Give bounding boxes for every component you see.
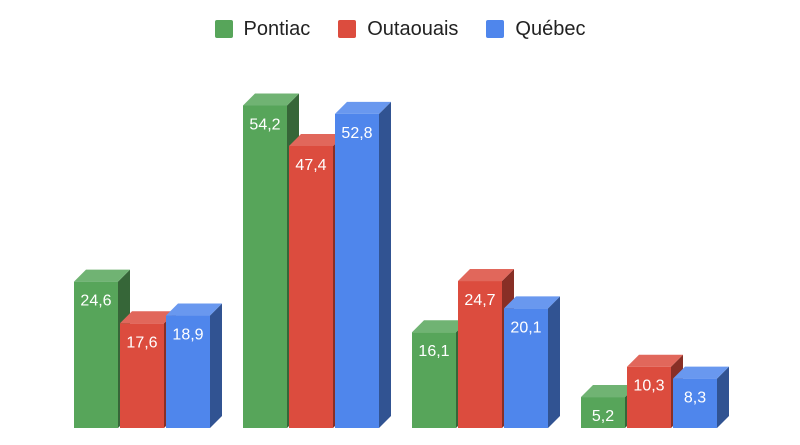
bar-qubec-4[interactable]: 8,3 [673, 366, 729, 428]
data-label: 24,7 [464, 292, 495, 309]
legend-item-pontiac[interactable]: Pontiac [214, 17, 311, 41]
bar-front-face [335, 113, 379, 428]
data-label: 17,6 [126, 334, 157, 351]
bar-top-face [120, 311, 176, 324]
bar-top-face [74, 269, 130, 282]
bar-top-face [458, 269, 514, 282]
bar-top-face [504, 296, 560, 309]
bar-front-face [243, 105, 287, 428]
data-label: 10,3 [633, 378, 664, 395]
data-label: 20,1 [510, 319, 541, 336]
bar-front-face [166, 315, 210, 428]
legend-item-quebec[interactable]: Québec [486, 18, 585, 41]
bar-side-face [717, 366, 729, 428]
legend-swatch-pontiac [214, 20, 233, 38]
bar-top-face [335, 101, 391, 114]
data-label: 24,6 [80, 293, 111, 310]
legend: Pontiac Outaouais Québec [0, 14, 800, 44]
bar-top-face [412, 320, 468, 333]
data-label: 18,9 [172, 327, 203, 344]
bar-front-face [412, 332, 456, 428]
bar-front-face [673, 378, 717, 428]
bar-front-face [581, 397, 625, 428]
data-label: 16,1 [418, 343, 449, 360]
bar-qubec-1[interactable]: 18,9 [166, 303, 222, 428]
bar-side-face [379, 101, 391, 428]
bar-front-face [458, 281, 502, 428]
legend-item-outaouais[interactable]: Outaouais [338, 18, 458, 41]
legend-swatch-outaouais [338, 20, 357, 38]
data-label: 8,3 [684, 390, 706, 407]
legend-swatch-quebec [486, 20, 505, 38]
bar-top-face [581, 385, 637, 398]
bar-front-face [120, 323, 164, 428]
bar-front-face [627, 366, 671, 428]
bar-top-face [289, 133, 345, 146]
legend-label-quebec: Québec [515, 17, 586, 40]
bar-qubec-2[interactable]: 52,8 [335, 101, 391, 428]
bar-side-face [210, 303, 222, 428]
bar-front-face [289, 145, 333, 428]
data-label: 5,2 [592, 408, 614, 425]
bar-front-face [74, 281, 118, 428]
bar-top-face [166, 303, 222, 316]
bar-front-face [504, 308, 548, 428]
bar-qubec-3[interactable]: 20,1 [504, 296, 560, 428]
legend-label-outaouais: Outaouais [367, 17, 459, 40]
bar-top-face [243, 93, 299, 106]
legend-label-pontiac: Pontiac [243, 17, 311, 40]
data-label: 47,4 [295, 157, 326, 174]
bar-side-face [548, 296, 560, 428]
data-label: 54,2 [249, 117, 280, 134]
bar-top-face [627, 354, 683, 367]
data-label: 52,8 [341, 125, 372, 142]
bar-top-face [673, 366, 729, 379]
